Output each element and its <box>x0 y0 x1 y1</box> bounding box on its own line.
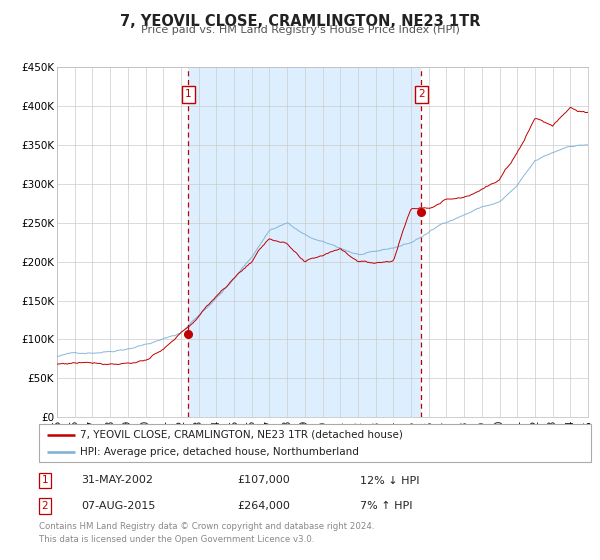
Text: £107,000: £107,000 <box>237 475 290 486</box>
Text: 12% ↓ HPI: 12% ↓ HPI <box>360 475 419 486</box>
Text: Price paid vs. HM Land Registry's House Price Index (HPI): Price paid vs. HM Land Registry's House … <box>140 25 460 35</box>
Text: 31-MAY-2002: 31-MAY-2002 <box>81 475 153 486</box>
Text: £264,000: £264,000 <box>237 501 290 511</box>
Text: 2: 2 <box>418 90 425 100</box>
Text: 2: 2 <box>41 501 49 511</box>
Bar <box>188 67 421 417</box>
Text: 7, YEOVIL CLOSE, CRAMLINGTON, NE23 1TR: 7, YEOVIL CLOSE, CRAMLINGTON, NE23 1TR <box>120 14 480 29</box>
Text: 1: 1 <box>185 90 191 100</box>
Text: HPI: Average price, detached house, Northumberland: HPI: Average price, detached house, Nort… <box>80 447 359 458</box>
Text: Contains HM Land Registry data © Crown copyright and database right 2024.: Contains HM Land Registry data © Crown c… <box>39 522 374 531</box>
Text: 07-AUG-2015: 07-AUG-2015 <box>81 501 155 511</box>
FancyBboxPatch shape <box>39 424 591 462</box>
Text: 1: 1 <box>41 475 49 486</box>
Text: This data is licensed under the Open Government Licence v3.0.: This data is licensed under the Open Gov… <box>39 535 314 544</box>
Text: 7% ↑ HPI: 7% ↑ HPI <box>360 501 413 511</box>
Text: 7, YEOVIL CLOSE, CRAMLINGTON, NE23 1TR (detached house): 7, YEOVIL CLOSE, CRAMLINGTON, NE23 1TR (… <box>80 430 403 440</box>
